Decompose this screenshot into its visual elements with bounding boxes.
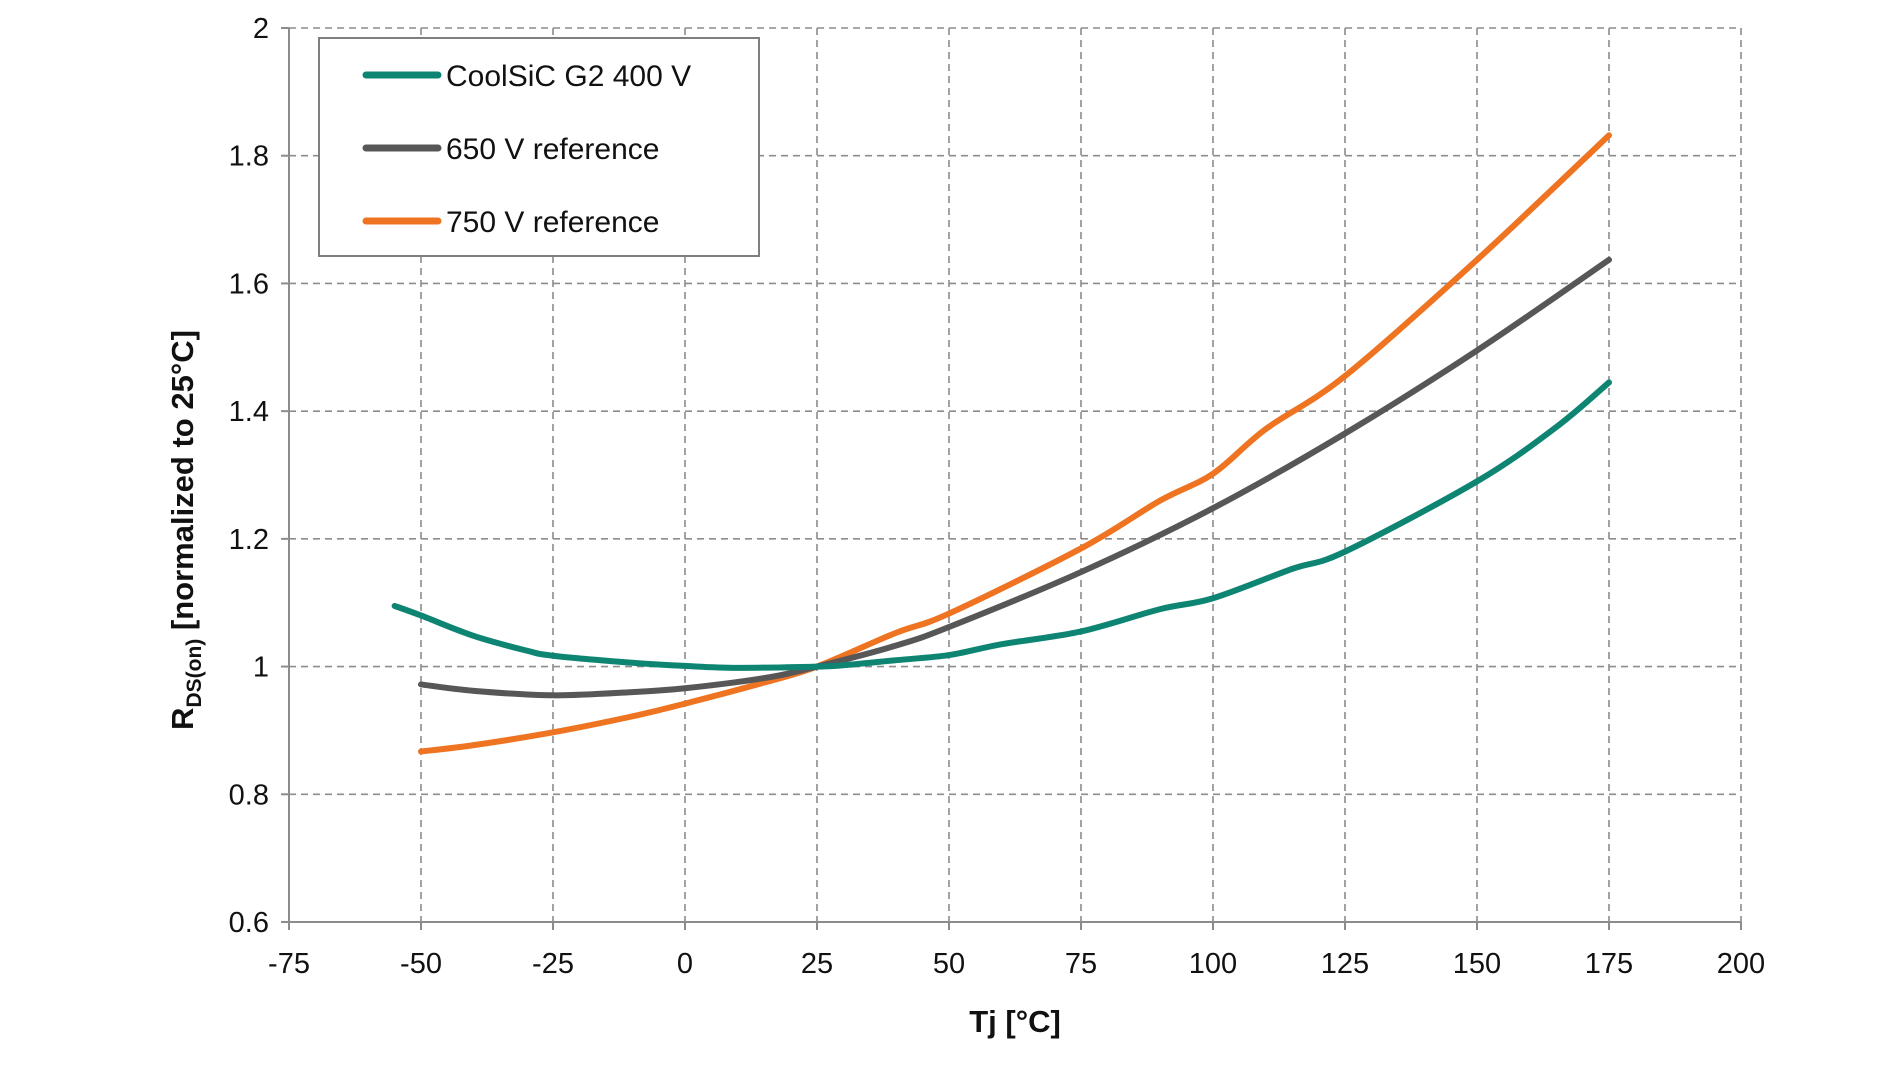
legend-label-650-v-reference: 650 V reference xyxy=(446,133,659,166)
x-tick-label: -75 xyxy=(268,948,310,980)
x-tick-label: 150 xyxy=(1453,948,1501,980)
y-axis-title: RDS(on) [normalized to 25°C] xyxy=(165,330,206,730)
series-line-750-v-reference xyxy=(418,132,1612,755)
series-line-coolsic-g2-400-v xyxy=(391,379,1612,671)
y-tick-label: 1.2 xyxy=(229,524,269,556)
x-axis-title: Tj [°C] xyxy=(969,1004,1061,1039)
y-tick-label: 0.8 xyxy=(229,779,269,811)
y-tick-label: 0.6 xyxy=(229,907,269,939)
legend: CoolSiC G2 400 V 650 V reference 750 V ref… xyxy=(318,37,760,257)
x-tick-label: 200 xyxy=(1717,948,1765,980)
x-tick-label: 125 xyxy=(1321,948,1369,980)
x-tick-label: 25 xyxy=(801,948,833,980)
legend-label-750-v-reference: 750 V reference xyxy=(446,206,659,239)
series-line-650-v-reference xyxy=(418,256,1612,699)
x-tick-label: -50 xyxy=(400,948,442,980)
y-axis-title-rest: [normalized to 25°C] xyxy=(165,330,200,639)
y-axis-title-main: R xyxy=(165,708,200,730)
y-tick-label: 1.4 xyxy=(229,396,269,428)
x-tick-label: 0 xyxy=(677,948,693,980)
axis-layer: -75 -50 -25 0 25 50 75 100 125 150 175 200 0.6 0.8 1 1.… xyxy=(229,13,1766,980)
grid-layer xyxy=(289,27,1742,922)
series-layer xyxy=(391,132,1612,755)
y-tick-label: 2 xyxy=(253,13,269,45)
x-tick-label: 175 xyxy=(1585,948,1633,980)
y-tick-label: 1.6 xyxy=(229,268,269,300)
x-tick-label: 100 xyxy=(1189,948,1237,980)
y-tick-label: 1 xyxy=(253,652,269,684)
x-tick-label: -25 xyxy=(532,948,574,980)
x-tick-label: 50 xyxy=(933,948,965,980)
y-tick-label: 1.8 xyxy=(229,141,269,173)
legend-label-coolsic-g2-400-v: CoolSiC G2 400 V xyxy=(446,60,691,93)
x-tick-label: 75 xyxy=(1065,948,1097,980)
legend-items: CoolSiC G2 400 V 650 V reference 750 V ref… xyxy=(362,60,691,239)
y-axis-title-subscript: DS(on) xyxy=(183,639,206,708)
